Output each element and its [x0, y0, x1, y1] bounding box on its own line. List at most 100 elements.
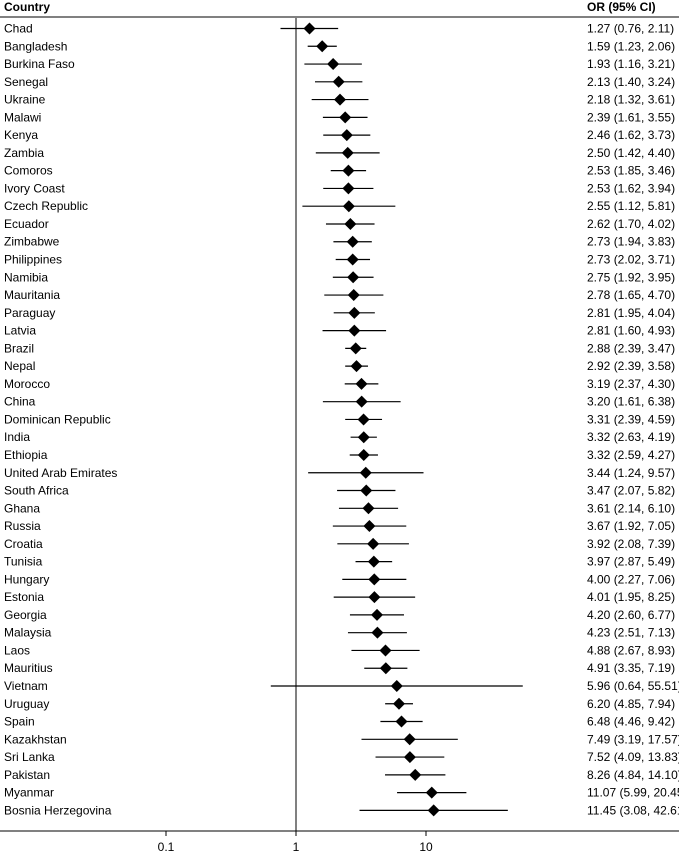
- or-ci-value: 4.00 (2.27, 7.06): [587, 572, 675, 586]
- forest-row: Russia 3.67 (1.92, 7.05): [4, 519, 675, 533]
- odds-ratio-marker: [332, 75, 345, 88]
- or-ci-value: 7.52 (4.09, 13.83): [587, 750, 679, 764]
- or-ci-value: 11.07 (5.99, 20.45): [587, 786, 679, 800]
- or-ci-value: 4.88 (2.67, 8.93): [587, 643, 675, 657]
- country-label: United Arab Emirates: [4, 466, 117, 480]
- odds-ratio-marker: [367, 555, 380, 568]
- country-label: Zimbabwe: [4, 235, 60, 249]
- country-label: Czech Republic: [4, 199, 88, 213]
- country-label: Croatia: [4, 537, 43, 551]
- or-ci-value: 8.26 (4.84, 14.10): [587, 768, 679, 782]
- forest-row: Nepal 2.92 (2.39, 3.58): [4, 359, 675, 373]
- country-label: Burkina Faso: [4, 57, 75, 71]
- forest-row: Myanmar 11.07 (5.99, 20.45): [4, 786, 679, 800]
- or-ci-value: 2.62 (1.70, 4.02): [587, 217, 675, 231]
- forest-row: India 3.32 (2.63, 4.19): [4, 430, 675, 444]
- forest-row: Malaysia 4.23 (2.51, 7.13): [4, 626, 675, 640]
- odds-ratio-marker: [357, 413, 370, 426]
- country-label: Sri Lanka: [4, 750, 55, 764]
- odds-ratio-marker: [359, 466, 372, 479]
- or-ci-value: 6.20 (4.85, 7.94): [587, 697, 675, 711]
- country-label: Georgia: [4, 608, 47, 622]
- odds-ratio-marker: [347, 271, 360, 284]
- country-label: Bangladesh: [4, 39, 67, 53]
- forest-row: Namibia 2.75 (1.92, 3.95): [4, 270, 675, 284]
- country-label: Nepal: [4, 359, 35, 373]
- or-ci-value: 2.50 (1.42, 4.40): [587, 146, 675, 160]
- country-label: Ecuador: [4, 217, 49, 231]
- odds-ratio-marker: [342, 200, 355, 213]
- odds-ratio-marker: [342, 182, 355, 195]
- forest-row: Brazil 2.88 (2.39, 3.47): [4, 341, 675, 355]
- odds-ratio-marker: [346, 253, 359, 266]
- forest-row: Morocco 3.19 (2.37, 4.30): [4, 377, 675, 391]
- forest-row: Laos 4.88 (2.67, 8.93): [4, 643, 675, 657]
- or-ci-value: 1.27 (0.76, 2.11): [587, 22, 674, 36]
- or-ci-value: 4.20 (2.60, 6.77): [587, 608, 675, 622]
- x-axis-ticks: 0.1 1 10: [158, 831, 433, 852]
- country-label: Tunisia: [4, 555, 43, 569]
- forest-row: Dominican Republic 3.31 (2.39, 4.59): [4, 412, 675, 426]
- or-ci-value: 2.73 (1.94, 3.83): [587, 235, 675, 249]
- forest-rows: Chad 1.27 (0.76, 2.11) Bangladesh 1.59 (1.2…: [4, 22, 679, 818]
- odds-ratio-marker: [368, 591, 381, 604]
- odds-ratio-marker: [344, 217, 357, 230]
- forest-row: China 3.20 (1.61, 6.38): [4, 395, 675, 409]
- or-ci-value: 7.49 (3.19, 17.57): [587, 732, 679, 746]
- odds-ratio-marker: [403, 751, 416, 764]
- or-ci-value: 4.91 (3.35, 7.19): [587, 661, 675, 675]
- odds-ratio-marker: [363, 520, 376, 533]
- forest-row: Ivory Coast 2.53 (1.62, 3.94): [4, 181, 675, 195]
- country-label: Senegal: [4, 75, 48, 89]
- odds-ratio-marker: [327, 58, 340, 71]
- forest-row: Croatia 3.92 (2.08, 7.39): [4, 537, 675, 551]
- odds-ratio-marker: [339, 111, 352, 124]
- odds-ratio-marker: [362, 502, 375, 515]
- forest-row: Burkina Faso 1.93 (1.16, 3.21): [4, 57, 675, 71]
- odds-ratio-marker: [379, 644, 392, 657]
- odds-ratio-marker: [355, 377, 368, 390]
- or-ci-value: 2.92 (2.39, 3.58): [587, 359, 675, 373]
- forest-row: Uruguay 6.20 (4.85, 7.94): [4, 697, 675, 711]
- country-label: Estonia: [4, 590, 44, 604]
- or-ci-value: 4.23 (2.51, 7.13): [587, 626, 675, 640]
- or-ci-value: 2.53 (1.62, 3.94): [587, 181, 675, 195]
- country-label: Zambia: [4, 146, 44, 160]
- or-ci-value: 3.44 (1.24, 9.57): [587, 466, 675, 480]
- country-label: Ghana: [4, 501, 40, 515]
- odds-ratio-marker: [357, 431, 370, 444]
- or-ci-value: 2.53 (1.85, 3.46): [587, 164, 675, 178]
- forest-row: Paraguay 2.81 (1.95, 4.04): [4, 306, 675, 320]
- or-ci-value: 2.81 (1.95, 4.04): [587, 306, 675, 320]
- country-label: Kazakhstan: [4, 732, 67, 746]
- forest-row: Senegal 2.13 (1.40, 3.24): [4, 75, 675, 89]
- or-ci-value: 3.92 (2.08, 7.39): [587, 537, 675, 551]
- or-ci-value: 5.96 (0.64, 55.51): [587, 679, 679, 693]
- forest-row: United Arab Emirates 3.44 (1.24, 9.57): [4, 466, 675, 480]
- column-header-or-ci: OR (95% CI): [587, 0, 656, 14]
- or-ci-value: 2.81 (1.60, 4.93): [587, 324, 675, 338]
- country-label: Russia: [4, 519, 41, 533]
- odds-ratio-marker: [348, 324, 361, 337]
- country-label: Kenya: [4, 128, 38, 142]
- odds-ratio-marker: [350, 360, 363, 373]
- forest-row: Latvia 2.81 (1.60, 4.93): [4, 324, 675, 338]
- country-label: Ethiopia: [4, 448, 48, 462]
- forest-row: Ecuador 2.62 (1.70, 4.02): [4, 217, 675, 231]
- odds-ratio-marker: [346, 235, 359, 248]
- or-ci-value: 2.39 (1.61, 3.55): [587, 110, 675, 124]
- forest-row: Vietnam 5.96 (0.64, 55.51): [4, 679, 679, 693]
- odds-ratio-marker: [303, 22, 316, 35]
- forest-row: Chad 1.27 (0.76, 2.11): [4, 22, 674, 36]
- forest-row: Kenya 2.46 (1.62, 3.73): [4, 128, 675, 142]
- country-label: Hungary: [4, 572, 49, 586]
- odds-ratio-marker: [347, 289, 360, 302]
- forest-row: Mauritius 4.91 (3.35, 7.19): [4, 661, 675, 675]
- forest-row: Spain 6.48 (4.46, 9.42): [4, 715, 675, 729]
- odds-ratio-marker: [371, 608, 384, 621]
- odds-ratio-marker: [357, 448, 370, 461]
- or-ci-value: 3.67 (1.92, 7.05): [587, 519, 675, 533]
- country-label: Pakistan: [4, 768, 50, 782]
- or-ci-value: 3.61 (2.14, 6.10): [587, 501, 675, 515]
- forest-row: Zimbabwe 2.73 (1.94, 3.83): [4, 235, 675, 249]
